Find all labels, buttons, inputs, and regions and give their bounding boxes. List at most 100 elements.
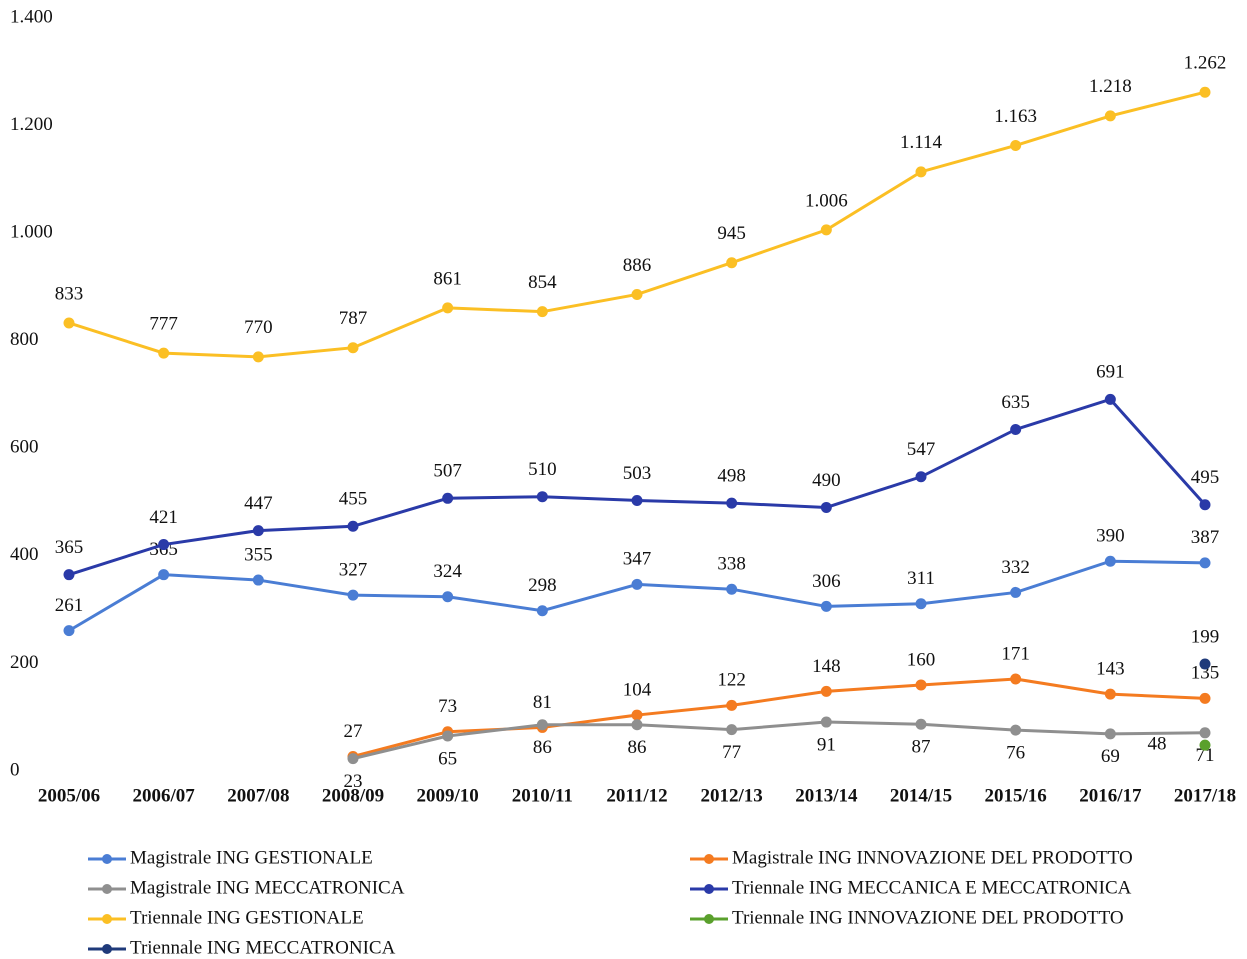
data-point xyxy=(536,605,548,617)
legend-label: Magistrale ING MECCATRONICA xyxy=(130,877,405,898)
data-label: 503 xyxy=(623,463,652,484)
data-point xyxy=(1104,728,1116,740)
x-tick-label: 2015/16 xyxy=(985,785,1047,806)
data-point xyxy=(915,598,927,610)
data-label: 447 xyxy=(244,493,273,514)
data-label: 48 xyxy=(1148,734,1167,755)
y-tick-label: 1.000 xyxy=(10,222,53,243)
data-point xyxy=(347,589,359,601)
data-point xyxy=(915,471,927,483)
data-point xyxy=(63,569,75,581)
data-point xyxy=(158,347,170,359)
legend-label: Triennale ING MECCANICA E MECCATRONICA xyxy=(732,877,1132,898)
data-label: 135 xyxy=(1191,663,1220,684)
data-label: 69 xyxy=(1101,746,1120,767)
legend-marker xyxy=(102,914,112,924)
data-point xyxy=(536,719,548,731)
x-tick-label: 2014/15 xyxy=(890,785,952,806)
data-label: 199 xyxy=(1191,626,1220,647)
data-label: 332 xyxy=(1001,557,1030,578)
data-point xyxy=(536,306,548,318)
legend-marker xyxy=(704,914,714,924)
data-point xyxy=(915,679,927,691)
data-point xyxy=(631,709,643,721)
data-point xyxy=(442,302,454,314)
data-label: 421 xyxy=(149,507,178,528)
data-point xyxy=(347,342,359,354)
data-point xyxy=(726,257,738,269)
data-point xyxy=(726,724,738,736)
data-label: 298 xyxy=(528,575,557,596)
data-point xyxy=(820,501,832,513)
data-point xyxy=(1199,499,1211,511)
y-tick-label: 0 xyxy=(10,759,20,780)
x-tick-label: 2010/11 xyxy=(512,785,573,806)
y-tick-label: 200 xyxy=(10,652,39,673)
data-label: 886 xyxy=(623,255,652,276)
data-point xyxy=(252,525,264,537)
data-label: 787 xyxy=(339,308,368,329)
data-label: 77 xyxy=(722,742,741,763)
data-label: 65 xyxy=(438,748,457,769)
data-point xyxy=(1010,139,1022,151)
data-label: 490 xyxy=(812,470,841,491)
data-label: 306 xyxy=(812,571,841,592)
data-point xyxy=(442,492,454,504)
data-label: 387 xyxy=(1191,527,1220,548)
data-label: 143 xyxy=(1096,658,1125,679)
data-label: 81 xyxy=(533,692,552,713)
x-tick-label: 2006/07 xyxy=(133,785,196,806)
series-line xyxy=(352,720,1206,761)
data-point xyxy=(631,494,643,506)
legend-label: Triennale ING MECCATRONICA xyxy=(130,937,396,958)
data-label: 1.006 xyxy=(805,190,848,211)
data-point xyxy=(1199,86,1211,98)
data-point xyxy=(158,539,170,551)
legend-label: Magistrale ING GESTIONALE xyxy=(130,847,373,868)
series-line xyxy=(352,677,1206,758)
data-label: 160 xyxy=(907,649,936,670)
data-point xyxy=(1010,423,1022,435)
data-point xyxy=(1199,557,1211,569)
data-point xyxy=(1104,555,1116,567)
data-point xyxy=(1010,673,1022,685)
data-label: 311 xyxy=(907,568,935,589)
data-label: 261 xyxy=(55,595,84,616)
legend-marker xyxy=(704,884,714,894)
y-tick-label: 1.200 xyxy=(10,114,53,135)
data-label: 27 xyxy=(344,721,363,742)
data-point xyxy=(63,625,75,637)
data-point xyxy=(63,317,75,329)
data-point xyxy=(252,574,264,586)
data-label: 691 xyxy=(1096,362,1125,383)
data-label: 338 xyxy=(717,554,746,575)
data-label: 861 xyxy=(433,268,462,289)
data-label: 498 xyxy=(717,466,746,487)
data-label: 1.114 xyxy=(900,132,943,153)
data-point xyxy=(631,578,643,590)
y-tick-label: 1.400 xyxy=(10,6,53,27)
data-point xyxy=(1199,692,1211,704)
data-label: 777 xyxy=(149,313,178,334)
y-tick-label: 600 xyxy=(10,437,39,458)
data-point xyxy=(915,718,927,730)
x-tick-label: 2007/08 xyxy=(227,785,289,806)
legend-label: Triennale ING GESTIONALE xyxy=(130,907,364,928)
data-point xyxy=(158,569,170,581)
data-label: 148 xyxy=(812,656,841,677)
x-tick-label: 2009/10 xyxy=(417,785,479,806)
data-label: 365 xyxy=(55,537,84,558)
data-point xyxy=(726,583,738,595)
data-label: 23 xyxy=(344,771,363,792)
data-point xyxy=(347,520,359,532)
x-tick-label: 2016/17 xyxy=(1079,785,1142,806)
data-point xyxy=(1104,688,1116,700)
data-point xyxy=(442,591,454,603)
data-label: 86 xyxy=(628,737,647,758)
data-label: 324 xyxy=(433,561,462,582)
data-point xyxy=(1199,727,1211,739)
series-line xyxy=(68,90,1206,359)
data-point xyxy=(631,288,643,300)
data-point xyxy=(820,224,832,236)
